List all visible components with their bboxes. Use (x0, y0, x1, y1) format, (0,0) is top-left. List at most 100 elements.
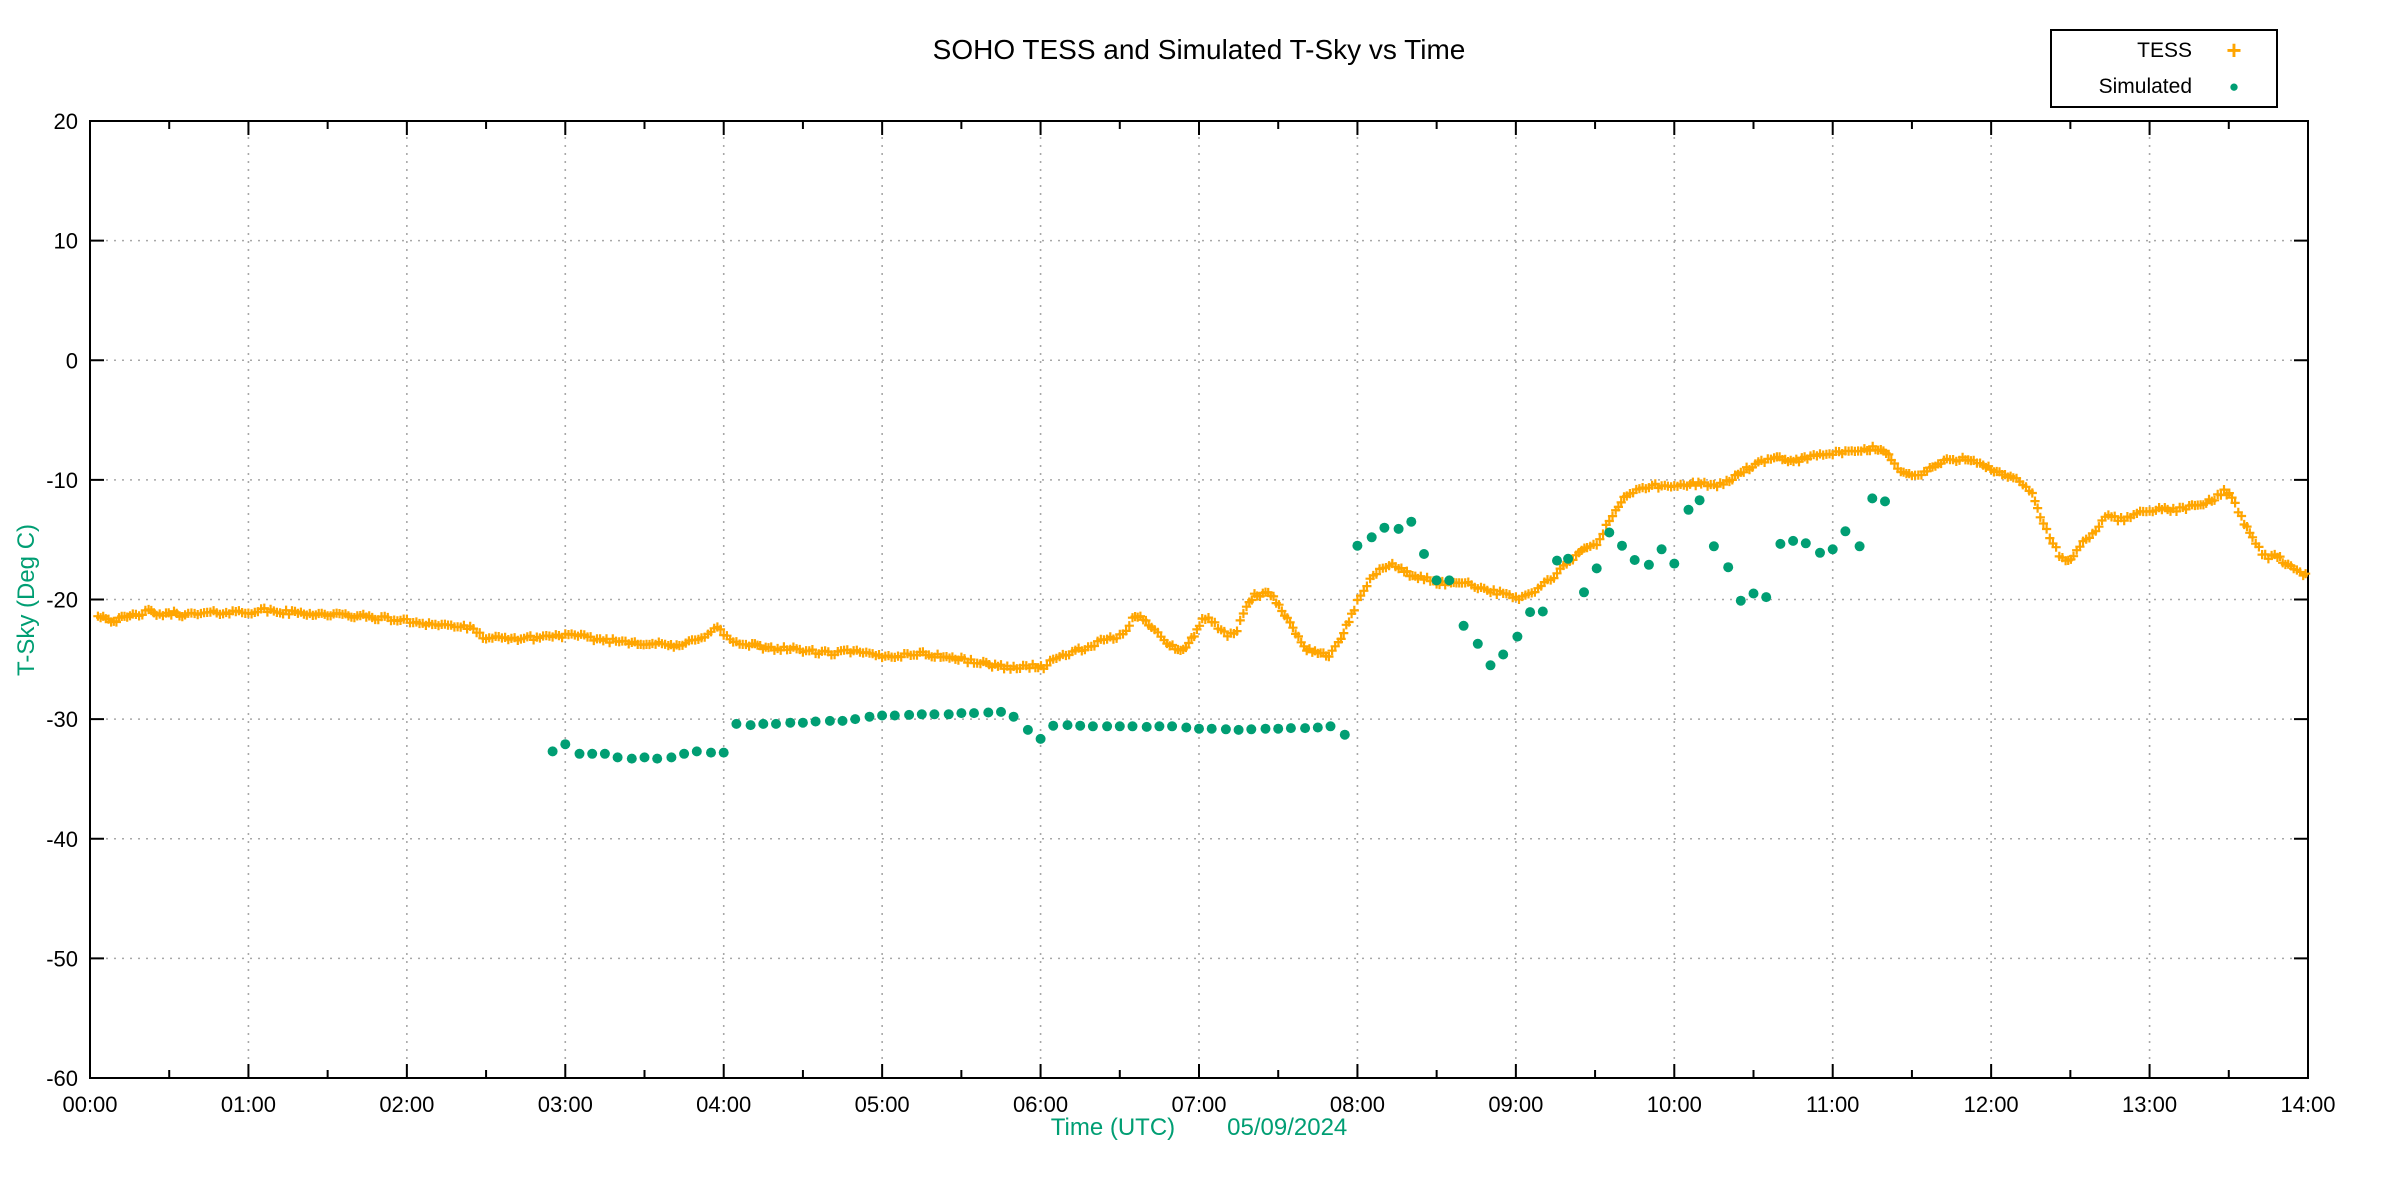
simulated-point (850, 714, 861, 725)
simulated-point (1339, 729, 1350, 740)
simulated-point (810, 716, 821, 727)
y-tick-label: -20 (46, 588, 78, 613)
x-tick-label: 10:00 (1647, 1092, 1702, 1117)
simulated-point (943, 709, 954, 720)
simulated-point (1206, 723, 1217, 734)
x-tick-label: 03:00 (538, 1092, 593, 1117)
simulated-point (837, 715, 848, 726)
simulated-point (1775, 538, 1786, 549)
x-tick-label: 02:00 (379, 1092, 434, 1117)
simulated-point (1800, 538, 1811, 549)
chart-title: SOHO TESS and Simulated T-Sky vs Time (932, 34, 1466, 65)
y-tick-label: -10 (46, 468, 78, 493)
simulated-point (706, 747, 716, 758)
legend-entry-simulated: Simulated ● (2052, 70, 2276, 104)
simulated-point (1708, 541, 1719, 552)
simulated-point (1087, 721, 1098, 732)
simulated-point (1525, 607, 1536, 618)
y-tick-label: -40 (46, 827, 78, 852)
simulated-point (1827, 544, 1838, 555)
simulated-point (1246, 724, 1257, 735)
simulated-point (1035, 733, 1046, 744)
simulated-point (1431, 575, 1442, 586)
simulated-point (1233, 724, 1244, 735)
simulated-point (1512, 631, 1523, 642)
simulated-point (1867, 493, 1878, 504)
y-tick-label: 20 (54, 109, 78, 134)
simulated-point (1444, 575, 1455, 586)
simulated-point (1591, 563, 1602, 574)
simulated-point (1260, 723, 1271, 734)
simulated-point (1366, 532, 1377, 543)
tess-series (93, 441, 2311, 674)
simulated-point (612, 752, 623, 763)
legend-entry-tess: TESS + (2052, 33, 2276, 67)
simulated-point (1141, 721, 1152, 732)
simulated-point (547, 746, 558, 757)
simulated-series (547, 493, 1890, 764)
simulated-point (1498, 649, 1509, 660)
simulated-point (904, 709, 915, 720)
simulated-point (587, 748, 598, 759)
simulated-point (1008, 711, 1019, 722)
simulated-point (1312, 722, 1323, 733)
legend-label-simulated: Simulated (2098, 75, 2192, 99)
simulated-point (864, 711, 875, 722)
simulated-point (599, 748, 610, 759)
simulated-point (1154, 721, 1165, 732)
simulated-point (1656, 544, 1667, 555)
simulated-point (877, 710, 888, 721)
simulated-point (1537, 606, 1548, 617)
simulated-point (1472, 638, 1483, 649)
x-tick-label: 12:00 (1964, 1092, 2019, 1117)
y-tick-label: -60 (46, 1066, 78, 1091)
y-tick-label: 10 (54, 229, 78, 254)
simulated-point (652, 753, 663, 764)
simulated-point (1022, 724, 1033, 735)
x-axis-label: Time (UTC) 05/09/2024 (90, 1114, 2308, 1142)
simulated-point (996, 706, 1006, 717)
x-tick-label: 04:00 (696, 1092, 751, 1117)
simulated-point (1393, 523, 1404, 534)
simulated-point (1643, 559, 1654, 570)
simulated-point (626, 753, 637, 764)
simulated-point (956, 708, 967, 719)
simulated-point (1617, 540, 1627, 551)
x-tick-label: 00:00 (62, 1092, 117, 1117)
simulated-point (983, 707, 994, 718)
simulated-point (1683, 504, 1694, 515)
y-tick-label: -30 (46, 707, 78, 732)
simulated-point (1419, 549, 1429, 559)
simulated-point (1102, 721, 1113, 732)
y-tick-label: 0 (66, 348, 78, 373)
simulated-point (1579, 587, 1589, 598)
simulated-point (1735, 595, 1746, 606)
simulated-point (916, 709, 927, 720)
simulated-dot-marker-icon: ● (2228, 76, 2240, 96)
x-tick-label: 01:00 (221, 1092, 276, 1117)
simulated-point (679, 748, 690, 759)
simulated-point (1748, 588, 1759, 599)
simulated-point (929, 709, 940, 720)
simulated-point (1406, 516, 1417, 527)
x-tick-label: 14:00 (2280, 1092, 2335, 1117)
x-tick-label: 13:00 (2122, 1092, 2177, 1117)
simulated-point (969, 708, 979, 719)
simulated-point (1114, 721, 1125, 732)
simulated-point (1723, 562, 1734, 573)
simulated-point (1761, 592, 1772, 603)
simulated-point (1880, 496, 1890, 507)
simulated-point (731, 718, 742, 729)
simulated-point (785, 717, 796, 728)
simulated-point (1694, 495, 1705, 506)
simulated-point (1325, 721, 1336, 732)
simulated-point (1062, 720, 1073, 731)
x-tick-label: 09:00 (1488, 1092, 1543, 1117)
simulated-point (1458, 620, 1469, 631)
simulated-point (758, 718, 769, 729)
x-tick-label: 05:00 (855, 1092, 910, 1117)
simulated-point (1285, 723, 1296, 734)
x-tick-label: 08:00 (1330, 1092, 1385, 1117)
